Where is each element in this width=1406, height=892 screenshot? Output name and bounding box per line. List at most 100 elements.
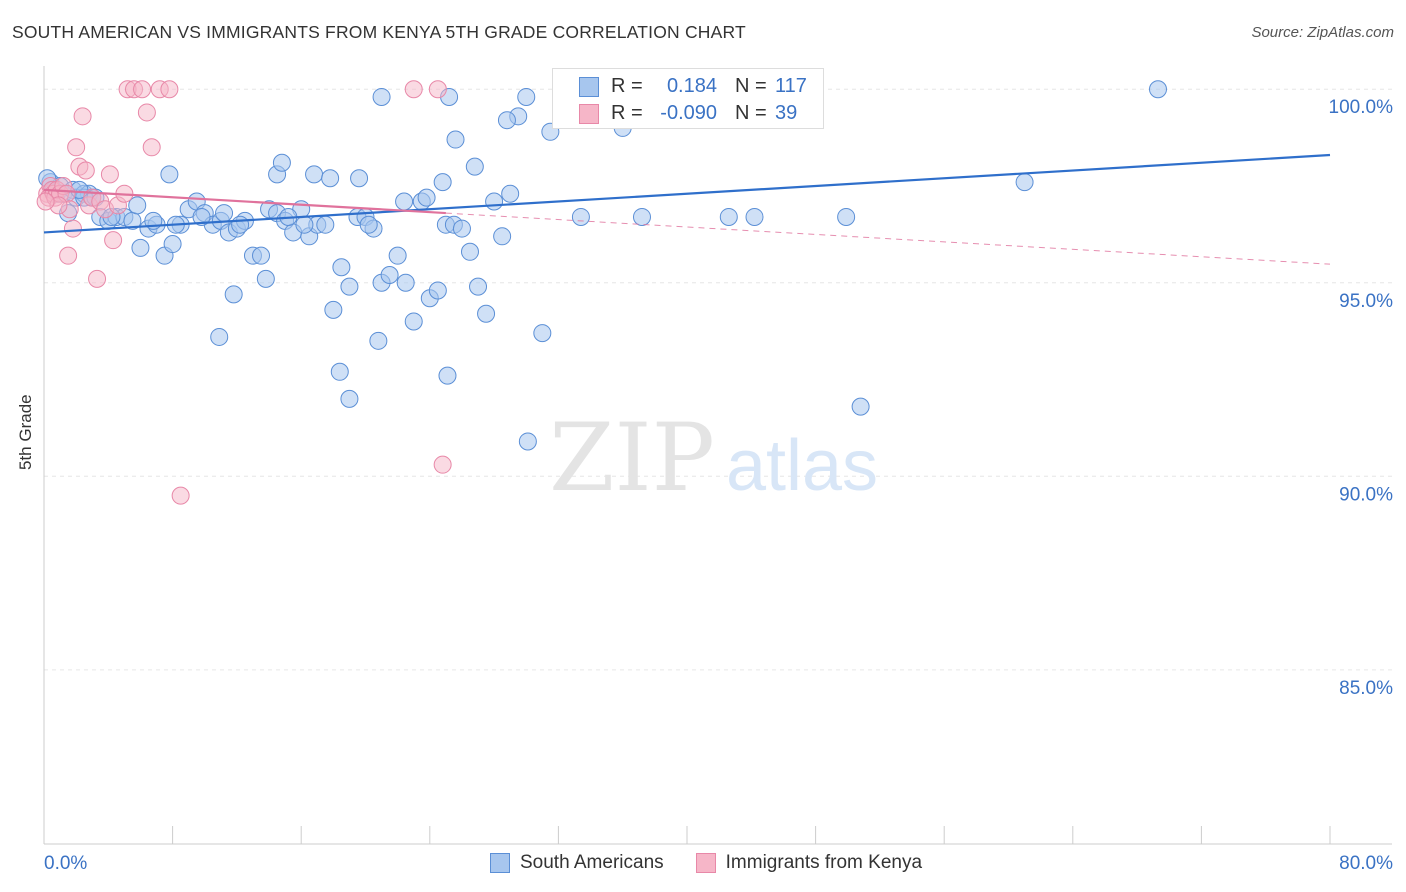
data-point-immigrants-kenya: [171, 486, 190, 505]
data-point-south-americans: [446, 130, 465, 149]
data-point-south-americans: [359, 215, 378, 234]
data-point-south-americans: [719, 207, 738, 226]
data-point-south-americans: [517, 87, 536, 106]
y-tick-labels: 100.0% 95.0% 90.0% 85.0%: [1329, 97, 1394, 699]
chart-title: SOUTH AMERICAN VS IMMIGRANTS FROM KENYA …: [12, 22, 746, 42]
data-point-south-americans: [372, 87, 391, 106]
legend-item-south-americans[interactable]: South Americans: [490, 852, 664, 874]
data-point-south-americans: [745, 207, 764, 226]
y-tick-label: 90.0%: [1339, 484, 1393, 505]
data-point-south-americans: [231, 215, 250, 234]
legend-label: South Americans: [520, 852, 664, 873]
data-point-south-americans: [438, 366, 457, 385]
data-point-south-americans: [452, 219, 471, 238]
data-point-south-americans: [256, 269, 275, 288]
data-point-south-americans: [417, 188, 436, 207]
data-point-south-americans: [497, 111, 516, 130]
data-point-south-americans: [571, 207, 590, 226]
data-point-south-americans: [396, 273, 415, 292]
data-point-immigrants-kenya: [160, 80, 179, 99]
data-point-immigrants-kenya: [36, 192, 55, 211]
y-tick-label: 85.0%: [1339, 678, 1393, 699]
data-point-immigrants-kenya: [104, 231, 123, 250]
data-point-south-americans: [433, 173, 452, 192]
data-point-south-americans: [465, 157, 484, 176]
data-point-immigrants-kenya: [428, 80, 447, 99]
x-tick-labels: 0.0% 80.0%: [44, 853, 1393, 874]
data-point-immigrants-kenya: [59, 246, 78, 265]
stats-row-immigrants-kenya: R = -0.090 N = 39: [553, 100, 823, 128]
legend-item-immigrants-kenya[interactable]: Immigrants from Kenya: [695, 852, 923, 874]
data-point-immigrants-kenya: [137, 103, 156, 122]
x-tick-label: 80.0%: [1339, 853, 1393, 874]
data-point-south-americans: [131, 238, 150, 257]
data-point-south-americans: [340, 389, 359, 408]
data-point-south-americans: [128, 196, 147, 215]
grid-lines: [44, 88, 1392, 671]
legend: South Americans Immigrants from Kenya: [490, 852, 922, 874]
watermark-zip: ZIP: [549, 404, 715, 513]
stats-r-label: R =: [611, 102, 643, 124]
trend-line-south-americans: [43, 153, 1331, 234]
watermark-atlas: atlas: [726, 426, 878, 506]
stats-n-value: 117: [775, 75, 807, 97]
stats-swatch-blue: [579, 77, 599, 97]
data-point-south-americans: [501, 184, 520, 203]
y-tick-label: 100.0%: [1329, 97, 1394, 118]
stats-r-value: -0.090: [660, 102, 717, 124]
data-point-immigrants-kenya: [142, 138, 161, 157]
watermark: ZIP atlas: [549, 404, 878, 513]
data-point-south-americans: [224, 285, 243, 304]
data-point-south-americans: [404, 312, 423, 331]
series-immigrants-kenya: [36, 80, 452, 505]
data-point-immigrants-kenya: [76, 161, 95, 180]
data-point-south-americans: [210, 327, 229, 346]
data-point-south-americans: [192, 207, 211, 226]
data-point-south-americans: [324, 300, 343, 319]
data-point-south-americans: [837, 207, 856, 226]
data-point-south-americans: [163, 235, 182, 254]
data-point-south-americans: [380, 266, 399, 285]
data-point-south-americans: [1015, 173, 1034, 192]
data-point-immigrants-kenya: [100, 165, 119, 184]
data-point-south-americans: [332, 258, 351, 277]
source-label: Source: ZipAtlas.com: [1251, 24, 1394, 41]
stats-box: R = 0.184 N = 117 R = -0.090 N = 39: [552, 68, 824, 129]
series-south-americans: [38, 80, 1167, 451]
data-point-immigrants-kenya: [433, 455, 452, 474]
x-tick-label: 0.0%: [44, 853, 87, 874]
data-point-south-americans: [350, 169, 369, 188]
legend-swatch-pink: [695, 853, 716, 873]
data-point-south-americans: [369, 331, 388, 350]
data-point-south-americans: [305, 165, 324, 184]
data-point-south-americans: [316, 215, 335, 234]
data-point-immigrants-kenya: [404, 80, 423, 99]
data-point-immigrants-kenya: [88, 269, 107, 288]
data-point-south-americans: [388, 246, 407, 265]
data-point-south-americans: [340, 277, 359, 296]
stats-r-label: R =: [611, 75, 643, 97]
data-point-south-americans: [295, 215, 314, 234]
data-point-south-americans: [477, 304, 496, 323]
stats-n-label: N =: [735, 102, 767, 124]
trend-line-immigrants-kenya: [43, 188, 446, 215]
stats-r-value: 0.184: [666, 75, 717, 97]
data-point-immigrants-kenya: [73, 107, 92, 126]
data-point-south-americans: [533, 324, 552, 343]
data-point-south-americans: [252, 246, 271, 265]
stats-row-south-americans: R = 0.184 N = 117: [553, 73, 823, 101]
stats-n-value: 39: [775, 102, 798, 124]
data-point-south-americans: [321, 169, 340, 188]
data-point-south-americans: [215, 204, 234, 223]
legend-label: Immigrants from Kenya: [725, 852, 923, 873]
stats-swatch-pink: [579, 104, 599, 124]
trend-line-extension-immigrants-kenya: [445, 212, 1331, 265]
data-point-south-americans: [493, 227, 512, 246]
data-point-immigrants-kenya: [67, 138, 86, 157]
axes: [43, 66, 1392, 845]
data-point-south-americans: [460, 242, 479, 261]
data-point-immigrants-kenya: [133, 80, 152, 99]
data-point-south-americans: [395, 192, 414, 211]
data-point-south-americans: [330, 362, 349, 381]
